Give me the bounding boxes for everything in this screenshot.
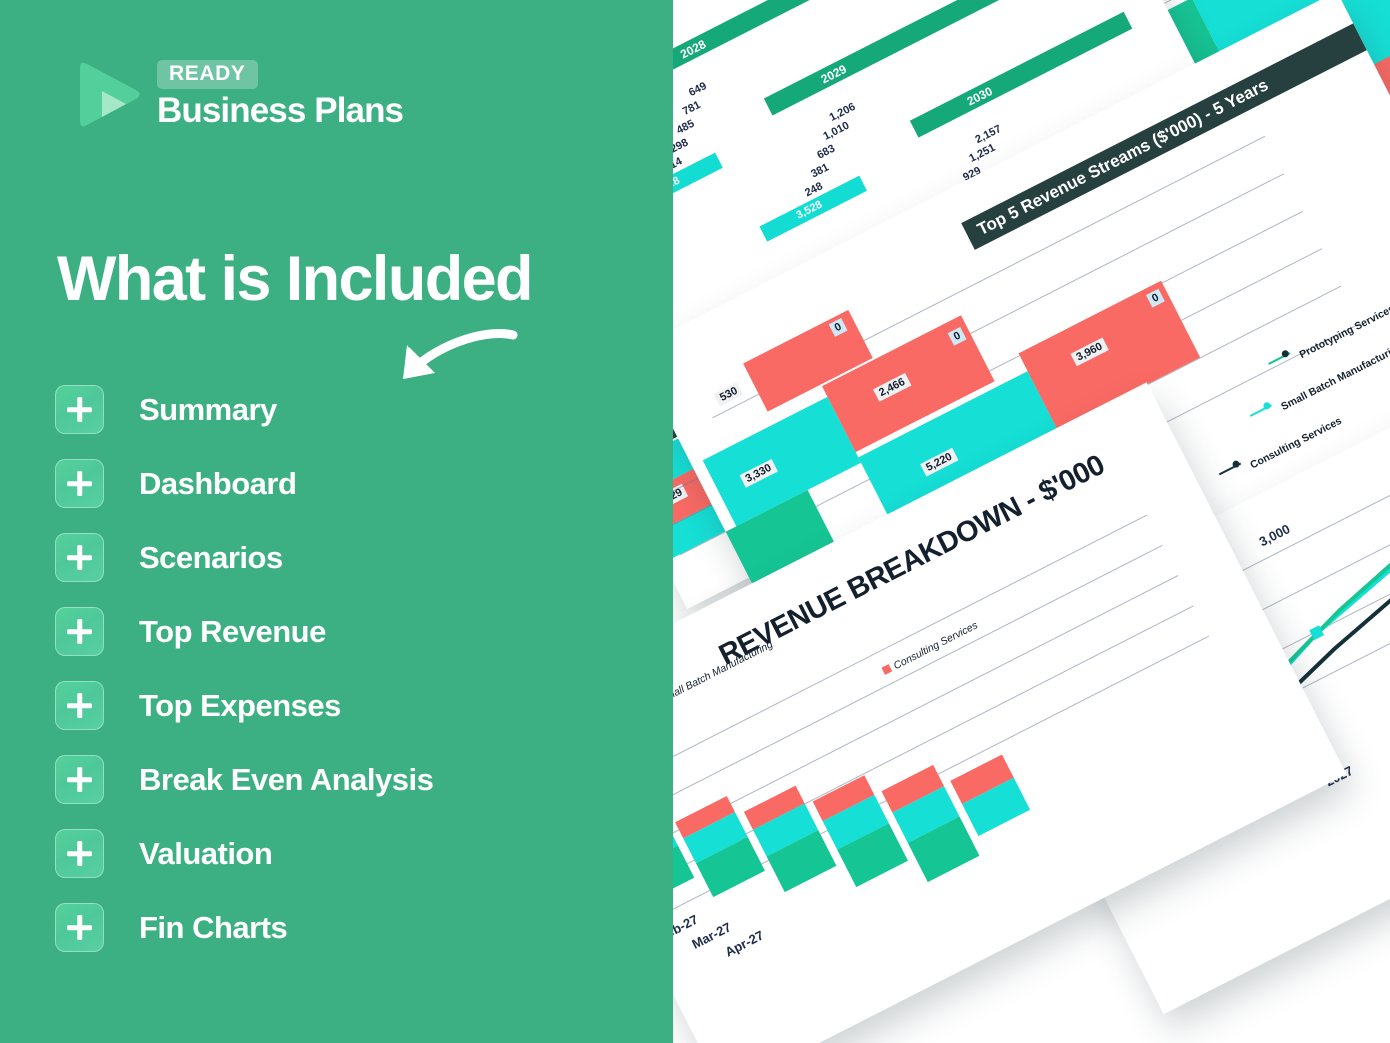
brand-title: Business Plans	[157, 90, 404, 130]
feature-label: Summary	[139, 391, 277, 427]
expense-cell: 1,251	[967, 141, 998, 165]
plus-icon	[55, 533, 104, 582]
left-info-panel: READY Business Plans What is Included Su…	[0, 0, 673, 1043]
page-title: What is Included	[57, 244, 534, 314]
ready-badge: READY	[157, 59, 258, 89]
curved-arrow-down-left-icon	[385, 327, 525, 407]
plus-icon	[55, 607, 104, 656]
feature-item-dashboard[interactable]: Dashboard	[55, 459, 655, 508]
feature-label: Dashboard	[139, 465, 297, 501]
plus-icon	[55, 459, 104, 508]
plus-icon	[55, 903, 104, 952]
expense-cell: 1,010	[821, 119, 852, 143]
play-triangle-icon	[70, 58, 143, 131]
feature-label: Top Revenue	[139, 613, 326, 649]
expense-cell: 649	[686, 80, 709, 100]
plus-icon	[55, 829, 104, 878]
plus-icon	[55, 681, 104, 730]
expense-cell: 683	[815, 142, 838, 162]
feature-item-valuation[interactable]: Valuation	[55, 829, 655, 878]
expense-cell: 298	[673, 136, 691, 156]
spreadsheet-collage: Name Table of Contents 128.9	[673, 0, 1390, 1043]
feature-list: Summary Dashboard Scenarios Top Revenue …	[55, 385, 655, 977]
breakdown-legend-item: Consulting Services	[891, 619, 980, 673]
feature-label: Break Even Analysis	[139, 761, 434, 797]
plus-icon	[55, 385, 104, 434]
feature-item-top-expenses[interactable]: Top Expenses	[55, 681, 655, 730]
brand-logo: READY Business Plans	[70, 58, 404, 131]
expense-cell: 381	[809, 161, 831, 181]
feature-label: Scenarios	[139, 539, 283, 575]
feature-label: Top Expenses	[139, 687, 341, 723]
expense-cell: 781	[680, 98, 703, 118]
feature-item-summary[interactable]: Summary	[55, 385, 655, 434]
feature-item-scenarios[interactable]: Scenarios	[55, 533, 655, 582]
plus-icon	[55, 755, 104, 804]
feature-label: Valuation	[139, 835, 273, 871]
feature-item-break-even-analysis[interactable]: Break Even Analysis	[55, 755, 655, 804]
feature-label: Fin Charts	[139, 909, 288, 945]
expense-cell: 485	[674, 117, 697, 137]
feature-item-fin-charts[interactable]: Fin Charts	[55, 903, 655, 952]
feature-item-top-revenue[interactable]: Top Revenue	[55, 607, 655, 656]
revenue-legend-item: Small Batch Manufacturing	[1279, 340, 1390, 414]
